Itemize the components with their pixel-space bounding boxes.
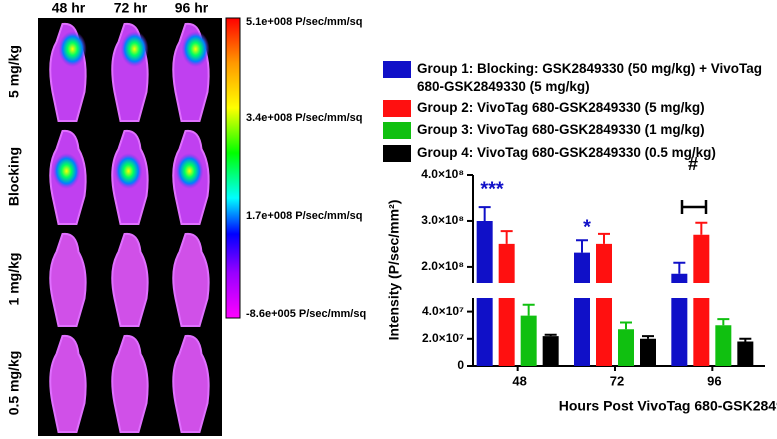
legend-entry: Group 1: Blocking: GSK2849330 (50 mg/kg)…: [383, 60, 775, 96]
legend-entry: Group 2: VivoTag 680-GSK2849330 (5 mg/kg…: [383, 99, 775, 117]
legend-label: Group 3: VivoTag 680-GSK2849330 (1 mg/kg…: [417, 122, 705, 137]
legend-entry: Group 3: VivoTag 680-GSK2849330 (1 mg/kg…: [383, 121, 775, 139]
colorbar-label: -8.6e+005 P/sec/mm/sq: [246, 308, 366, 320]
bar: [542, 336, 559, 366]
y-tick-label: 3.0×10⁸: [421, 213, 464, 227]
error-bar: [478, 206, 491, 221]
legend-label: Group 2: VivoTag 680-GSK2849330 (5 mg/kg…: [417, 100, 705, 115]
y-tick-label: 4.0×10⁷: [422, 304, 464, 318]
error-bar: [576, 239, 588, 253]
signal-spot: [52, 153, 81, 189]
legend-entry: Group 4: VivoTag 680-GSK2849330 (0.5 mg/…: [383, 144, 775, 162]
bar: [476, 220, 493, 366]
significance-marker: *: [583, 216, 591, 238]
error-bar: [642, 335, 654, 339]
signal-spot: [175, 153, 204, 189]
legend-swatch: [383, 145, 411, 162]
mouse-body: [172, 334, 210, 433]
row-label: Blocking: [6, 147, 22, 206]
bar: [693, 234, 710, 366]
error-bar: [695, 221, 708, 235]
error-bar: [739, 337, 752, 342]
x-tick-label: 48: [512, 373, 526, 388]
row-label: 0.5 mg/kg: [6, 351, 22, 416]
error-bar: [620, 321, 632, 330]
mouse-body: [111, 232, 149, 327]
column-label: 48 hr: [52, 0, 86, 16]
bar: [618, 329, 634, 366]
bar: [574, 252, 590, 366]
x-axis-label: Hours Post VivoTag 680-GSK2849330: [559, 398, 777, 414]
signal-spot: [58, 31, 87, 67]
colorbar-label: 3.4e+008 P/sec/mm/sq: [246, 112, 363, 124]
mouse-images: [49, 22, 210, 433]
bar: [737, 341, 754, 366]
legend-label: Group 4: VivoTag 680-GSK2849330 (0.5 mg/…: [417, 145, 716, 160]
colorbar: [225, 17, 241, 319]
significance-bracket: [680, 200, 708, 214]
error-bar: [673, 261, 686, 274]
significance-marker: #: [688, 154, 698, 174]
significance-marker: ***: [480, 178, 504, 200]
bar: [715, 325, 732, 366]
row-label: 5 mg/kg: [6, 45, 22, 98]
mouse-body: [111, 334, 149, 433]
legend-label: Group 1: Blocking: GSK2849330 (50 mg/kg)…: [417, 61, 762, 94]
error-bar: [544, 333, 557, 337]
colorbar-label: 5.1e+008 P/sec/mm/sq: [246, 16, 363, 28]
y-tick-label: 2.0×10⁸: [421, 259, 464, 273]
column-label: 96 hr: [175, 0, 209, 16]
bar: [520, 315, 537, 366]
legend-swatch: [383, 61, 411, 78]
column-label: 72 hr: [114, 0, 148, 16]
bar: [498, 243, 515, 366]
signal-spot: [120, 31, 149, 67]
y-tick-label: 4.0×10⁸: [421, 167, 464, 181]
mouse-body: [49, 334, 87, 433]
mouse-body: [172, 232, 210, 327]
error-bar: [717, 318, 730, 326]
legend-swatch: [383, 122, 411, 139]
error-bar: [522, 303, 535, 316]
error-bar: [500, 230, 513, 244]
mouse-body: [49, 232, 87, 327]
bar: [671, 273, 688, 366]
y-tick-label: 2.0×10⁷: [422, 331, 464, 345]
x-tick-label: 72: [610, 373, 624, 388]
error-bar: [598, 232, 610, 244]
row-label: 1 mg/kg: [6, 253, 22, 306]
legend-swatch: [383, 100, 411, 117]
signal-spot: [114, 153, 143, 189]
colorbar-label: 1.7e+008 P/sec/mm/sq: [246, 210, 363, 222]
y-axis-label: Intensity (P/sec/mm²): [386, 200, 402, 341]
bar: [640, 338, 656, 366]
signal-spot: [181, 31, 210, 67]
y-tick-label: 0: [457, 358, 464, 372]
bar: [596, 243, 612, 366]
x-tick-label: 96: [707, 373, 721, 388]
